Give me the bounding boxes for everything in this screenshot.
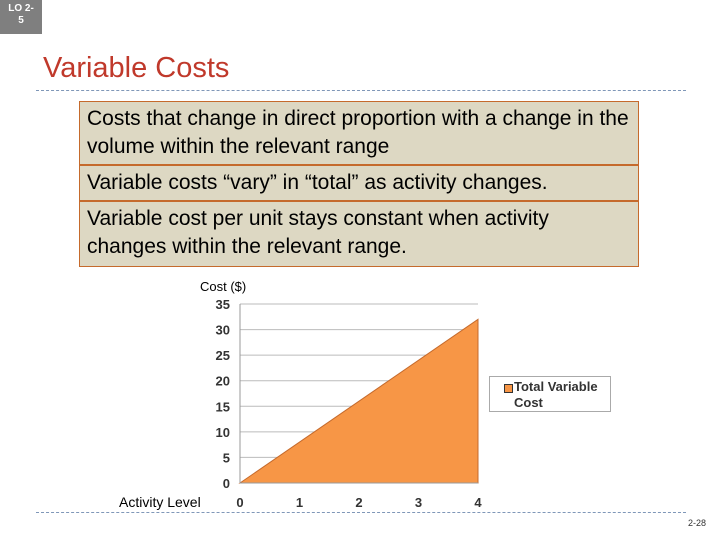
bottom-divider bbox=[36, 512, 686, 513]
y-tick-label-15: 15 bbox=[216, 399, 230, 414]
bullet-box-3: Variable cost per unit stays constant wh… bbox=[79, 201, 639, 267]
legend-swatch bbox=[504, 384, 513, 393]
bullet-box-1: Costs that change in direct proportion w… bbox=[79, 101, 639, 165]
bullet-text-2: Variable costs “vary” in “total” as acti… bbox=[87, 171, 548, 194]
y-tick-labels: 0 5 10 15 20 25 30 35 bbox=[216, 297, 230, 491]
y-tick-label-10: 10 bbox=[216, 425, 230, 440]
top-divider bbox=[36, 90, 686, 91]
bullet-box-2: Variable costs “vary” in “total” as acti… bbox=[79, 165, 639, 201]
x-axis-label: Activity Level bbox=[119, 494, 201, 510]
x-tick-label-1: 1 bbox=[296, 495, 303, 510]
slide-title: Variable Costs bbox=[43, 52, 230, 84]
bullet-text-3: Variable cost per unit stays constant wh… bbox=[87, 207, 549, 258]
total-variable-cost-area bbox=[238, 318, 479, 484]
y-tick-label-0: 0 bbox=[223, 476, 230, 491]
x-tick-label-0: 0 bbox=[236, 495, 243, 510]
bullet-text-1: Costs that change in direct proportion w… bbox=[87, 107, 629, 158]
legend-label: Total Variable Cost bbox=[514, 379, 598, 410]
y-tick-label-25: 25 bbox=[216, 348, 230, 363]
page-number: 2-28 bbox=[687, 518, 706, 528]
x-tick-label-4: 4 bbox=[474, 495, 482, 510]
x-tick-labels: 0 1 2 3 4 bbox=[236, 495, 482, 510]
y-tick-label-35: 35 bbox=[216, 297, 230, 312]
x-tick-label-2: 2 bbox=[355, 495, 362, 510]
y-tick-label-5: 5 bbox=[223, 450, 230, 465]
x-tick-label-3: 3 bbox=[415, 495, 422, 510]
y-axis-label: Cost ($) bbox=[200, 279, 246, 294]
lo-badge-text: LO 2- 5 bbox=[8, 3, 34, 26]
y-tick-label-30: 30 bbox=[216, 323, 230, 338]
y-tick-label-20: 20 bbox=[216, 374, 230, 389]
chart-legend: Total Variable Cost bbox=[489, 376, 611, 412]
lo-badge: LO 2- 5 bbox=[0, 0, 42, 34]
